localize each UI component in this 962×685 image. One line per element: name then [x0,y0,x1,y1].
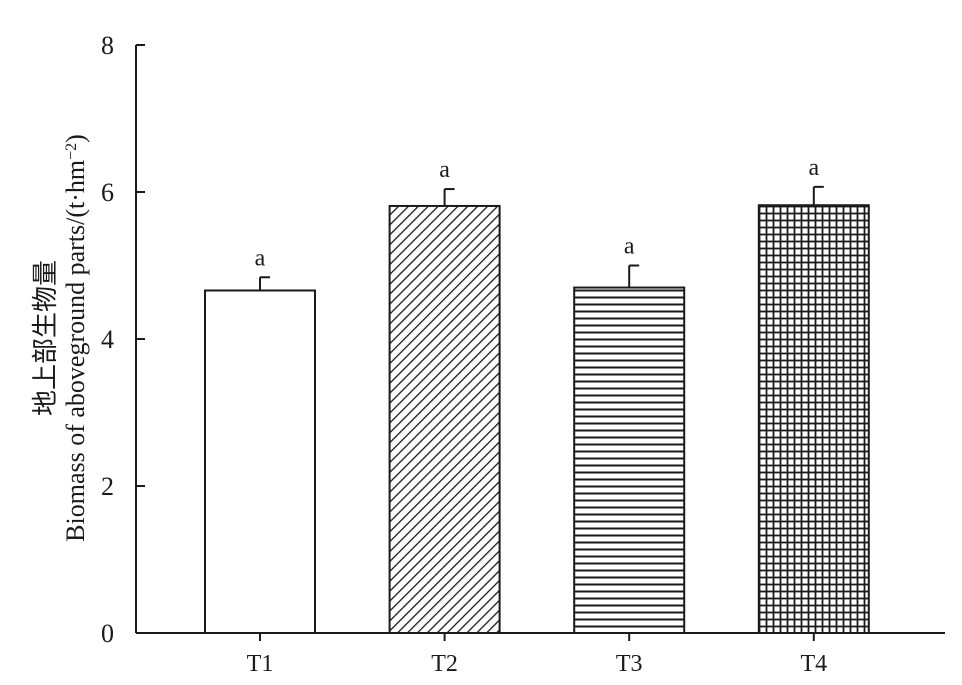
x-tick-label-T4: T4 [800,651,827,677]
y-axis-label: 地上部生物量 Biomass of aboveground parts/(t·h… [31,134,90,542]
significance-label-T4: a [808,155,819,181]
y-axis-label-en: Biomass of aboveground parts/(t·hm−2) [61,134,90,542]
x-tick-label-T2: T2 [431,651,458,677]
y-tick-label: 6 [101,178,114,207]
y-axis-label-zh: 地上部生物量 [31,260,60,416]
bar-T4 [757,204,870,634]
y-tick-label: 2 [101,472,114,501]
y-axis-label-sup: −2 [63,143,80,160]
bar-T3 [573,286,686,634]
y-tick-label: 4 [101,325,114,354]
significance-label-T1: a [255,245,266,271]
significance-label-T2: a [439,157,450,183]
labels: 0 2 4 6 8 a T1 a T2 a T3 a T4 [101,31,827,677]
significance-label-T3: a [624,234,635,260]
y-tick-label: 0 [101,619,114,648]
y-axis-label-en-main: Biomass of aboveground parts/(t·hm [61,160,90,542]
x-tick-label-T1: T1 [247,651,274,677]
y-axis-label-close: ) [61,134,90,143]
bars [204,185,870,634]
bar-T1 [204,289,316,634]
bar-T2 [388,204,501,634]
x-tick-label-T3: T3 [616,651,643,677]
y-tick-label: 8 [101,31,114,60]
